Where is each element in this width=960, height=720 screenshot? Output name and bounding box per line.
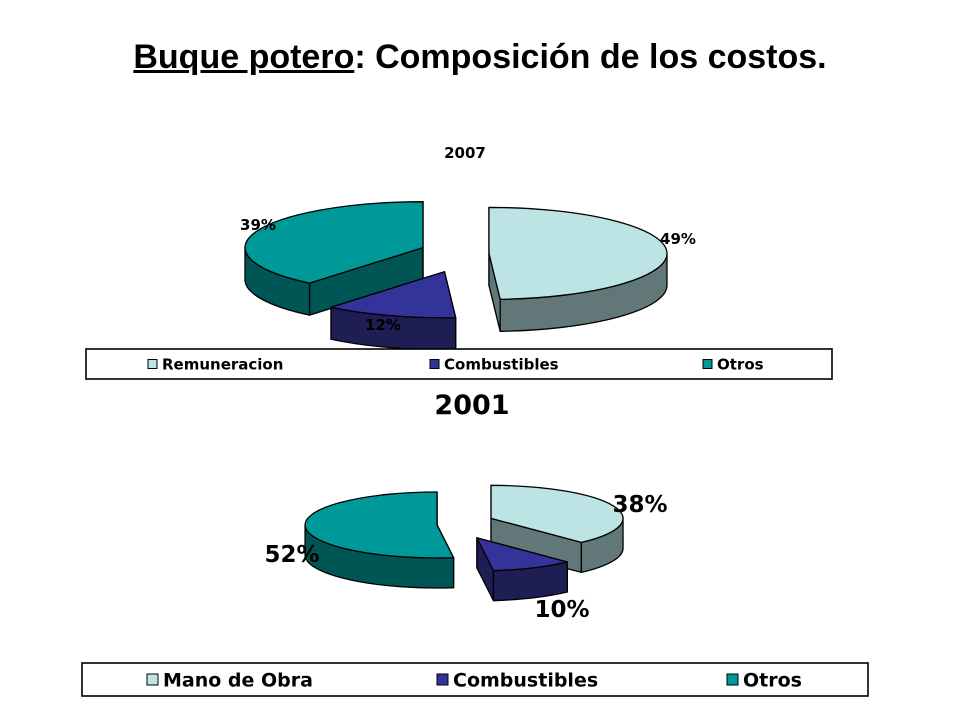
chart-2001-slice-otros bbox=[304, 491, 455, 589]
chart-2007-legend-swatch-remuneracion bbox=[147, 359, 158, 369]
slide-title-rest: : Composición de los costos. bbox=[354, 38, 827, 76]
chart-2007-legend-swatch-otros bbox=[702, 359, 713, 369]
slide-title: Buque potero: Composición de los costos. bbox=[0, 38, 960, 77]
chart-2001-legend-label-mano-de-obra: Mano de Obra bbox=[163, 669, 313, 691]
chart-2007-legend-label-combustibles: Combustibles bbox=[444, 355, 559, 373]
chart-2007-title: 2007 bbox=[444, 144, 486, 162]
chart-2007-data-label-remuneracion: 49% bbox=[660, 230, 696, 248]
chart-2007-data-label-combustibles: 12% bbox=[365, 316, 401, 334]
chart-2001-data-label-combustibles: 10% bbox=[534, 597, 589, 623]
chart-2007-legend: Remuneracion Combustibles Otros bbox=[85, 348, 833, 380]
slide-title-underlined: Buque potero bbox=[133, 38, 355, 76]
chart-2001-data-label-otros: 52% bbox=[264, 542, 319, 568]
chart-2001-legend-label-otros: Otros bbox=[743, 669, 802, 691]
chart-2007-data-label-otros: 39% bbox=[240, 216, 276, 234]
chart-2007: 2007 49% 12% 39% Remuneracion Combustibles Otr… bbox=[85, 144, 833, 380]
chart-2001-legend: Mano de Obra Combustibles Otros bbox=[81, 662, 869, 697]
chart-2007-slice-otros bbox=[244, 201, 424, 316]
chart-2001-title: 2001 bbox=[434, 390, 509, 421]
chart-2001-legend-swatch-combustibles bbox=[436, 673, 449, 686]
chart-2001-legend-swatch-mano-de-obra bbox=[146, 673, 159, 686]
chart-2001-slice-combustibles bbox=[476, 537, 568, 602]
chart-2007-slice-combustibles bbox=[330, 271, 457, 351]
chart-2007-slice-remuneracion bbox=[488, 206, 668, 332]
chart-2001-legend-swatch-otros bbox=[726, 673, 739, 686]
chart-2007-legend-label-otros: Otros bbox=[717, 355, 764, 373]
chart-2001-slice-mano-de-obra bbox=[490, 484, 624, 574]
chart-2007-legend-label-remuneracion: Remuneracion bbox=[162, 355, 283, 373]
chart-2001-data-label-mano-de-obra: 38% bbox=[612, 492, 667, 518]
chart-2001-legend-label-combustibles: Combustibles bbox=[453, 669, 598, 691]
chart-2001: 2001 38% 10% 52% Mano de Obra Combustibles Otr… bbox=[81, 390, 869, 697]
chart-2007-legend-swatch-combustibles bbox=[429, 359, 440, 369]
